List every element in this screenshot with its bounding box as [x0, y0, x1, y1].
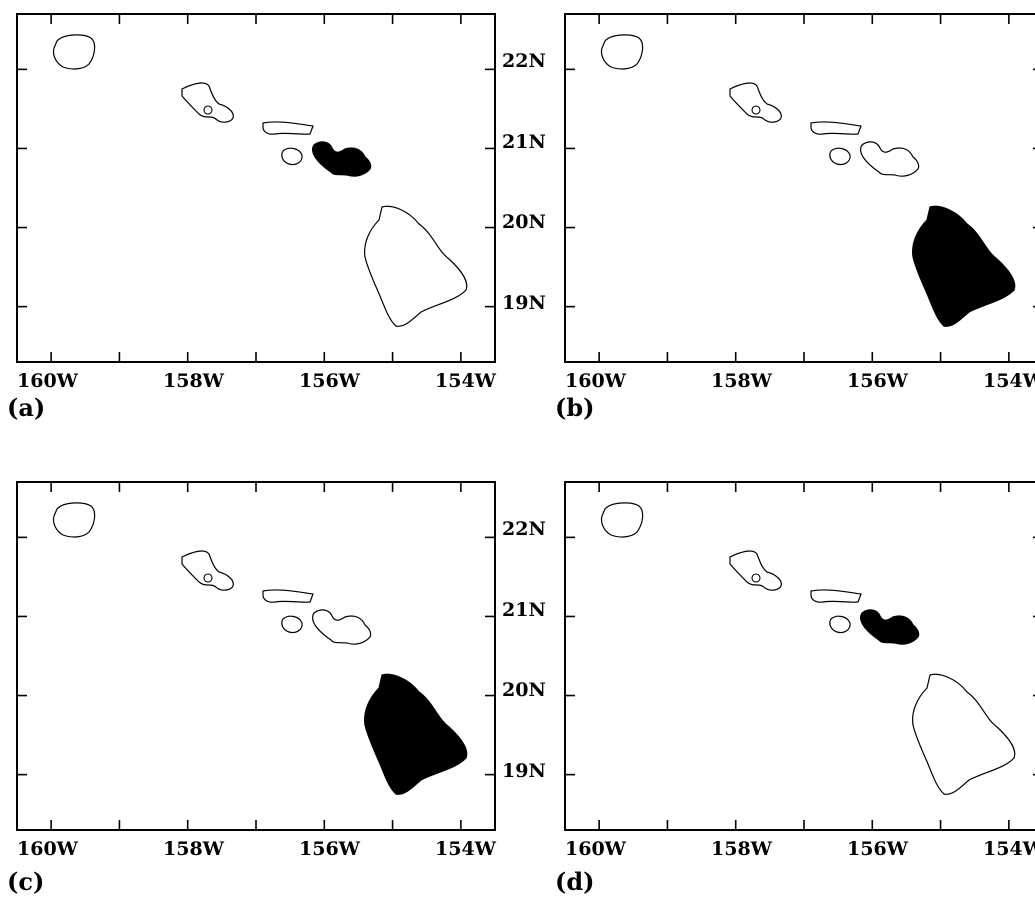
oahu-harbor-loop [203, 573, 213, 583]
island-maui-highlighted [860, 609, 920, 645]
x-tick-label-158w: 158W [711, 370, 773, 392]
x-ticks [598, 14, 1010, 362]
x-tick-label-154w: 154W [435, 370, 497, 392]
islands [600, 502, 1016, 795]
island-maui [860, 141, 920, 177]
island-hawaii [912, 673, 1016, 795]
y-tick-label-19n: 19N [502, 760, 546, 782]
x-tick-label-160w: 160W [565, 370, 627, 392]
island-kauai [600, 34, 644, 70]
y-ticks [565, 536, 1035, 776]
island-maui-highlighted [312, 141, 372, 177]
island-lanai [829, 615, 851, 634]
island-kauai [52, 34, 96, 70]
y-ticks [17, 68, 495, 308]
x-tick-label-156w: 156W [299, 370, 361, 392]
panel-label: (b) [555, 393, 595, 422]
panel-label: (d) [555, 867, 595, 896]
x-tick-label-158w: 158W [163, 838, 225, 860]
x-tick-label-160w: 160W [17, 838, 79, 860]
y-ticks [17, 536, 495, 776]
x-tick-label-154w: 154W [983, 370, 1035, 392]
island-oahu [729, 550, 782, 591]
islands [52, 34, 468, 327]
island-maui [312, 609, 372, 645]
panel-b: 160W 158W 156W 154W (b) [555, 13, 1035, 422]
island-lanai [829, 147, 851, 166]
y-tick-label-19n: 19N [502, 292, 546, 314]
y-tick-label-20n: 20N [502, 211, 546, 233]
y-tick-label-22n: 22N [502, 50, 546, 72]
islands [600, 34, 1016, 327]
panel-d: 160W 158W 156W 154W (d) [555, 481, 1035, 896]
x-tick-label-156w: 156W [847, 838, 909, 860]
x-tick-label-158w: 158W [711, 838, 773, 860]
x-tick-label-156w: 156W [299, 838, 361, 860]
panel-c: 160W 158W 156W 154W 22N 21N 20N 19N (c) [7, 481, 546, 896]
x-tick-label-154w: 154W [983, 838, 1035, 860]
y-tick-label-22n: 22N [502, 518, 546, 540]
island-molokai [262, 589, 314, 603]
island-oahu [181, 550, 234, 591]
y-tick-label-20n: 20N [502, 679, 546, 701]
island-kauai [600, 502, 644, 538]
island-hawaii-highlighted [912, 205, 1016, 327]
x-tick-label-160w: 160W [17, 370, 79, 392]
x-ticks [50, 482, 462, 830]
island-lanai [281, 147, 303, 166]
island-molokai [810, 121, 862, 135]
map-frame [16, 13, 496, 363]
x-tick-label-160w: 160W [565, 838, 627, 860]
panel-label: (c) [7, 867, 44, 896]
island-molokai [810, 589, 862, 603]
oahu-harbor-loop [751, 573, 761, 583]
x-tick-label-158w: 158W [163, 370, 225, 392]
x-tick-label-154w: 154W [435, 838, 497, 860]
island-lanai [281, 615, 303, 634]
island-oahu [181, 82, 234, 123]
y-tick-label-21n: 21N [502, 131, 546, 153]
islands [52, 502, 468, 795]
oahu-harbor-loop [203, 105, 213, 115]
panel-label: (a) [7, 393, 45, 422]
island-molokai [262, 121, 314, 135]
island-hawaii-highlighted [364, 673, 468, 795]
island-oahu [729, 82, 782, 123]
x-ticks [50, 14, 462, 362]
panel-a: 160W 158W 156W 154W 22N 21N 20N 19N (a) [7, 13, 546, 422]
y-tick-label-21n: 21N [502, 599, 546, 621]
island-hawaii [364, 205, 468, 327]
map-frame [564, 481, 1035, 831]
x-ticks [598, 482, 1010, 830]
oahu-harbor-loop [751, 105, 761, 115]
x-tick-label-156w: 156W [847, 370, 909, 392]
island-kauai [52, 502, 96, 538]
